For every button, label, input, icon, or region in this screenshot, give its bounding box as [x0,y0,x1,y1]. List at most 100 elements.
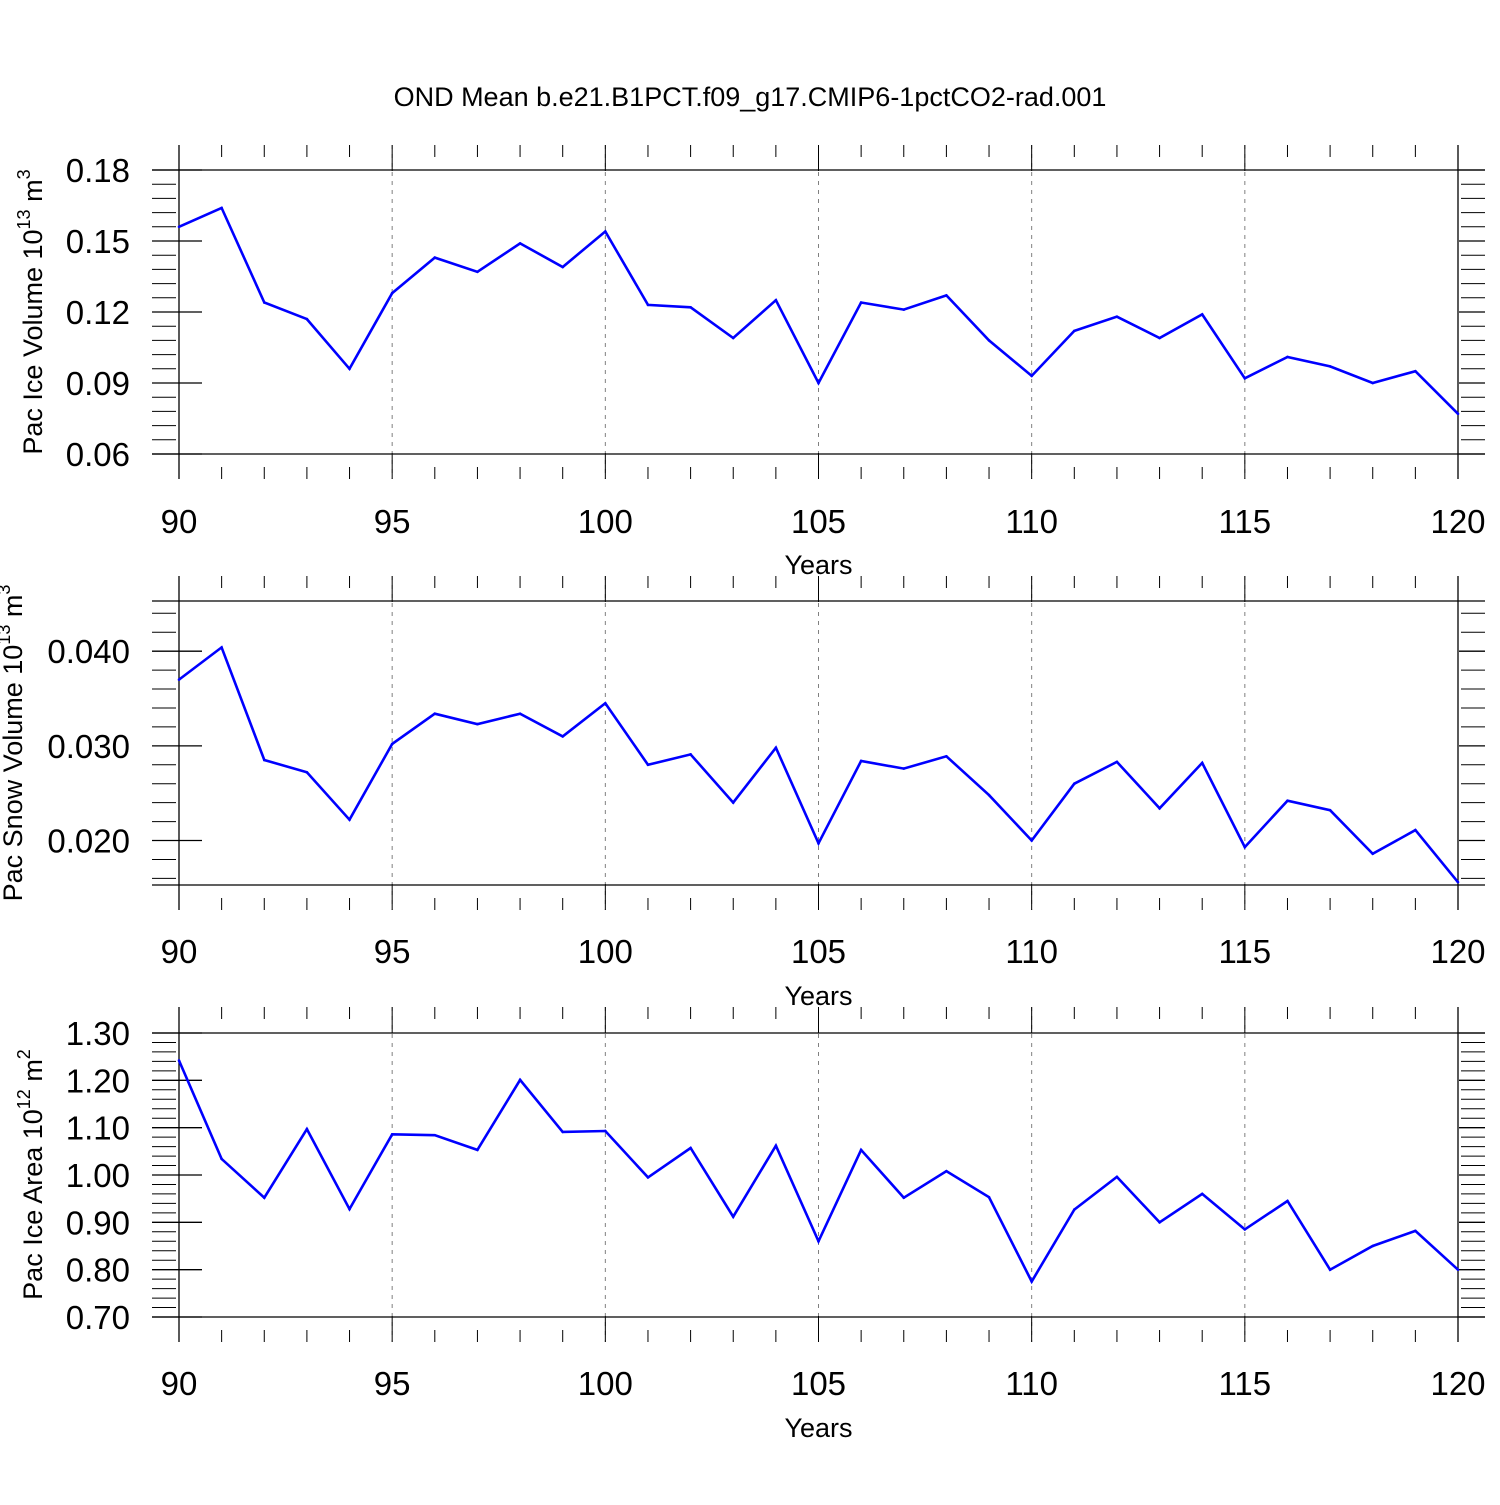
y-tick-label: 1.30 [66,1015,130,1052]
x-tick-label: 105 [791,503,846,540]
data-point [945,294,948,297]
data-point [646,763,650,767]
x-tick-label: 110 [1005,1365,1058,1402]
data-point [305,771,309,774]
data-point [902,767,906,770]
y-axis-label-superscript: 2 [14,1049,34,1059]
data-point [1158,336,1161,340]
data-point [561,265,564,269]
data-point [390,742,394,746]
y-tick-label: 0.06 [66,436,130,473]
x-tick-label: 95 [374,503,411,540]
data-point [1371,852,1375,856]
y-axis-label-superscript: 3 [0,585,14,595]
data-point [646,1176,650,1179]
data-point [1414,1229,1417,1233]
y-tick-label: 0.18 [66,152,130,189]
y-axis-label-superscript: 13 [0,625,14,645]
x-tick-label: 110 [1005,933,1058,970]
x-tick-label: 95 [374,1365,411,1402]
y-axis-label-text: Pac Ice Area 10 [18,1109,48,1300]
data-point [1371,381,1375,385]
y-tick-label: 0.020 [47,823,130,860]
data-point [1328,808,1332,812]
data-point [177,678,181,681]
data-point [390,291,394,295]
data-point [859,1148,863,1152]
y-tick-label: 0.040 [47,633,130,670]
data-point [177,1059,181,1062]
data-point [1115,760,1119,764]
data-point [859,759,863,763]
data-point [1200,1192,1204,1196]
y-axis-label-text: Pac Ice Volume 10 [18,229,48,454]
data-point [987,1195,991,1199]
x-tick-label: 95 [374,933,411,970]
data-point [817,1239,820,1243]
x-tick-label: 120 [1430,1365,1485,1402]
y-axis-label-text: m [18,1059,48,1089]
data-point [1200,761,1204,765]
y-axis-label: Pac Ice Area 1012 m2 [14,1049,48,1300]
x-tick-label: 100 [578,933,633,970]
data-point [731,1215,735,1218]
data-point [305,317,309,321]
data-point [220,646,223,649]
data-point [518,242,522,245]
data-point [604,230,607,233]
data-point [348,818,351,821]
y-tick-label: 1.20 [66,1062,130,1099]
data-point [1030,374,1033,378]
y-tick-label: 0.15 [66,223,130,260]
x-tick-label: 90 [161,1365,198,1402]
chart-title: OND Mean b.e21.B1PCT.f09_g17.CMIP6-1pctC… [394,82,1107,112]
y-axis-label: Pac Snow Volume 1013 m3 [0,585,28,902]
data-point [1030,839,1033,842]
data-point [1328,1268,1332,1271]
data-point [1115,1175,1119,1179]
y-tick-label: 0.80 [66,1252,130,1289]
data-point [305,1127,309,1131]
data-point [518,1078,522,1082]
data-point [476,1148,479,1152]
data-point [987,793,991,797]
data-point [220,206,223,210]
data-point [1073,329,1076,333]
y-axis-label-superscript: 13 [14,209,34,229]
chart-panel-2: 0.020 0.030 0.040 90 95 100 105 110 115 120 Years P… [0,576,1486,1011]
x-tick-label: 110 [1005,503,1058,540]
data-point [1456,412,1460,416]
data-point [945,754,948,758]
y-axis-label-superscript: 3 [14,169,34,179]
x-tick-label: 120 [1430,933,1485,970]
data-point [604,1129,607,1133]
data-point [1414,828,1417,832]
data-point [774,746,778,750]
x-tick-label: 100 [578,503,633,540]
data-point [774,1144,778,1147]
data-point [987,339,991,342]
data-point [1371,1244,1375,1248]
x-tick-label: 115 [1219,503,1272,540]
data-point [1115,315,1119,319]
data-point [1243,845,1247,849]
y-axis-label-text: Pac Snow Volume 10 [0,645,28,902]
data-point [1073,782,1076,786]
data-point [731,336,735,340]
x-tick-label: 115 [1219,1365,1272,1402]
chart-panel-3: 0.70 0.80 0.90 1.00 1.10 1.20 1.30 90 95 100 105 11… [14,1007,1486,1443]
x-tick-label: 100 [578,1365,633,1402]
y-tick-label: 0.030 [47,728,130,765]
y-axis-label-text: m [18,179,48,209]
data-point [817,842,820,845]
data-point [262,758,266,762]
y-tick-label: 0.90 [66,1204,130,1241]
y-axis-label-superscript: 12 [14,1089,34,1109]
data-point [262,301,266,304]
data-point [1286,355,1289,359]
x-axis-label: Years [784,981,852,1011]
data-point [1158,1221,1161,1224]
data-point [689,753,692,756]
data-point [177,225,181,229]
data-point [476,722,479,726]
